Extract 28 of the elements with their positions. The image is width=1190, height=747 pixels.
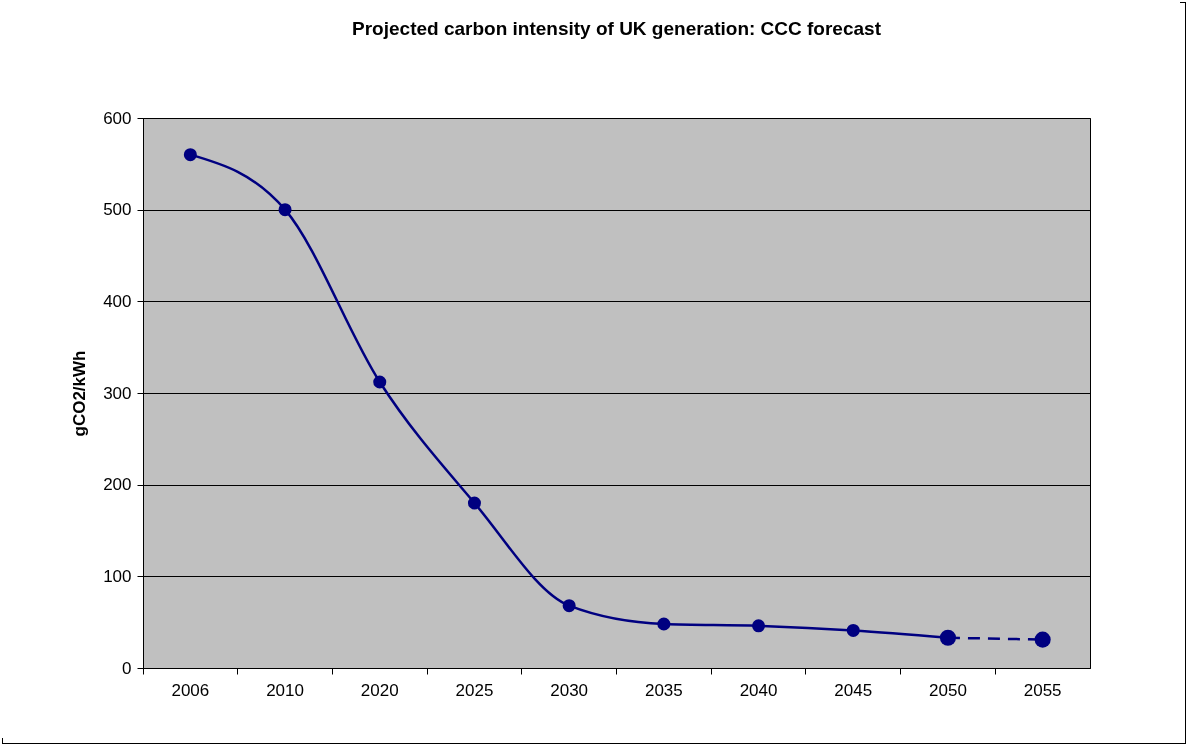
y-tick-label: 200 [103,475,132,495]
point [183,148,197,162]
point [373,375,387,389]
x-tick-label: 2010 [266,680,304,700]
x-tick-label: 2006 [171,680,210,700]
chart-title: Projected carbon intensity of UK generation: CCC forecast [352,18,882,39]
x-tick-label: 2025 [455,680,494,700]
point [846,623,860,637]
x-tick-label: 2035 [644,680,683,700]
x-tick-label: 2050 [929,680,967,700]
point [278,203,292,217]
point [467,496,481,510]
x-tick-label: 2020 [360,680,399,700]
y-tick-label: 500 [103,200,132,220]
x-tick-label: 2030 [550,680,589,700]
y-tick-label: 600 [103,108,132,128]
point [562,599,576,613]
x-tick-label: 2055 [1023,680,1062,700]
x-tick-label: 2045 [834,680,873,700]
y-tick-label: 100 [103,566,132,586]
point [752,619,766,633]
x-tick-label: 2040 [739,680,778,700]
y-tick-label: 0 [122,658,132,678]
point [657,617,671,631]
y-tick-label: 400 [103,291,132,311]
point [1034,631,1051,648]
y-axis-title: gCO2/kWh [70,350,90,437]
y-tick-label: 300 [103,383,132,403]
